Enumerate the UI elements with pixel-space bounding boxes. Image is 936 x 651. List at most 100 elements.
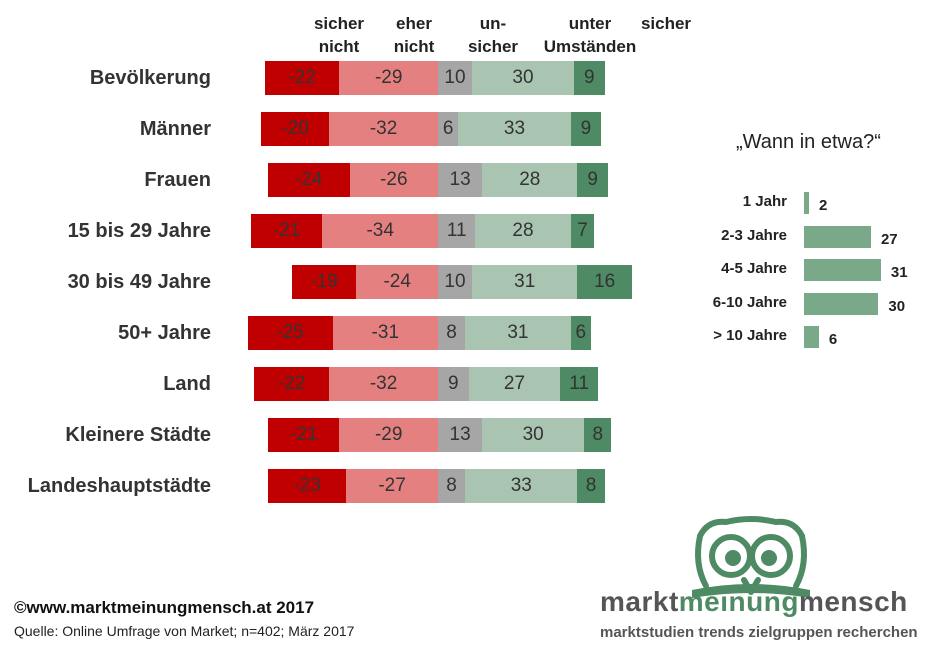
bar-segment: 13 [438, 418, 483, 452]
bar-value-label: 9 [587, 169, 598, 190]
duration-label: > 10 Jahre [713, 327, 787, 344]
row-label: 30 bis 49 Jahre [67, 271, 211, 293]
bar-value-label: -21 [272, 220, 301, 241]
bar-segment: -22 [254, 367, 330, 401]
row-label: Kleinere Städte [65, 424, 211, 446]
bar-segment: 30 [482, 418, 585, 452]
bar-segment: -29 [339, 61, 438, 95]
bar-segment: 13 [438, 163, 483, 197]
row-label: Landeshauptstädte [27, 475, 211, 497]
bar-segment: 8 [584, 418, 612, 452]
bar-segment: 11 [560, 367, 598, 401]
column-header: sicher nicht [313, 14, 365, 56]
bar-segment: -29 [339, 418, 438, 452]
duration-bar [804, 326, 819, 348]
bar-value-label: 13 [449, 169, 471, 190]
bar-value-label: 28 [519, 169, 541, 190]
bar-segment: -32 [329, 112, 438, 146]
bar-value-label: -21 [289, 424, 318, 445]
bar-value-label: 10 [444, 271, 466, 292]
bar-value-label: -31 [371, 322, 400, 343]
bar-value-label: 7 [577, 220, 588, 241]
duration-bar [804, 259, 881, 281]
bar-segment: 10 [438, 61, 472, 95]
column-header: unter Umständen [543, 14, 637, 56]
bar-value-label: 9 [584, 67, 595, 88]
logo-wordmark: marktmeinungmensch [600, 586, 908, 618]
bar-value-label: 10 [444, 67, 466, 88]
bar-value-label: -29 [374, 424, 403, 445]
bar-segment: 8 [438, 316, 466, 350]
bar-value-label: -32 [369, 373, 398, 394]
bar-value-label: 27 [503, 373, 526, 394]
bar-value-label: 6 [575, 322, 587, 343]
bar-value-label: 33 [510, 475, 532, 496]
bar-segment: 9 [574, 61, 605, 95]
bar-segment: -20 [261, 112, 330, 146]
bar-value-label: 31 [507, 322, 529, 343]
bar-value-label: 30 [522, 424, 544, 445]
bar-value-label: 13 [449, 424, 471, 445]
bar-segment: 11 [438, 214, 476, 248]
bar-segment: -21 [251, 214, 323, 248]
bar-segment: 16 [577, 265, 632, 299]
bar-value-label: -34 [366, 220, 394, 241]
bar-segment: 31 [465, 316, 571, 350]
bar-value-label: 8 [446, 322, 457, 343]
duration-label: 2-3 Jahre [721, 226, 787, 244]
bar-value-label: 6 [442, 118, 454, 139]
bar-segment: -23 [268, 469, 347, 503]
bar-segment: 28 [475, 214, 571, 248]
bar-segment: -34 [322, 214, 438, 248]
bar-value-label: 31 [514, 271, 536, 292]
row-label: Frauen [144, 169, 211, 191]
bar-segment: -19 [291, 265, 357, 299]
bar-value-label: -20 [281, 118, 309, 139]
source-text: Quelle: Online Umfrage von Market; n=402… [14, 623, 355, 639]
bar-value-label: 11 [569, 373, 589, 394]
bar-segment: -21 [268, 418, 340, 452]
bar-segment: 9 [570, 112, 602, 146]
row-label: Männer [139, 118, 211, 140]
duration-label: 4-5 Jahre [721, 260, 787, 277]
column-header: sicher [640, 14, 692, 33]
row-label: Bevölkerung [89, 67, 211, 89]
bar-value-label: 9 [448, 373, 459, 394]
duration-label: 1 Jahr [742, 193, 787, 210]
duration-value: 31 [890, 264, 908, 281]
bar-segment: -26 [349, 163, 438, 197]
bar-value-label: -19 [310, 271, 338, 292]
bar-value-label: 33 [503, 118, 526, 139]
bar-segment: -22 [264, 61, 340, 95]
duration-value: 30 [888, 297, 906, 315]
owl-icon [692, 516, 810, 598]
bar-value-label: -24 [295, 169, 323, 190]
column-header: eher nicht [393, 14, 435, 56]
bar-value-label: 28 [512, 220, 534, 241]
bar-value-label: 16 [594, 271, 616, 292]
bar-value-label: 9 [580, 118, 592, 139]
duration-bar [804, 292, 879, 315]
logo-part-meinung: meinung [678, 586, 799, 617]
logo-tagline: marktstudien trends zielgruppen recherch… [600, 624, 918, 641]
bar-segment: 33 [465, 469, 578, 503]
bar-segment: 9 [438, 367, 469, 401]
duration-label: 6-10 Jahre [712, 293, 787, 311]
bar-value-label: -29 [374, 67, 403, 88]
row-label: 15 bis 29 Jahre [67, 220, 211, 242]
duration-bar [804, 225, 871, 248]
bar-segment: 33 [458, 112, 571, 146]
bar-segment: 10 [438, 265, 472, 299]
bar-segment: -24 [356, 265, 438, 299]
bar-segment: 28 [482, 163, 578, 197]
row-label: 50+ Jahre [118, 322, 211, 344]
bar-value-label: 11 [446, 220, 467, 241]
bar-segment: 27 [468, 367, 561, 401]
duration-bar [804, 192, 809, 214]
bar-value-label: -23 [293, 475, 321, 496]
duration-value: 6 [828, 331, 838, 348]
row-label: Land [163, 373, 211, 395]
duration-value: 2 [818, 197, 828, 214]
bar-value-label: -27 [378, 475, 406, 496]
